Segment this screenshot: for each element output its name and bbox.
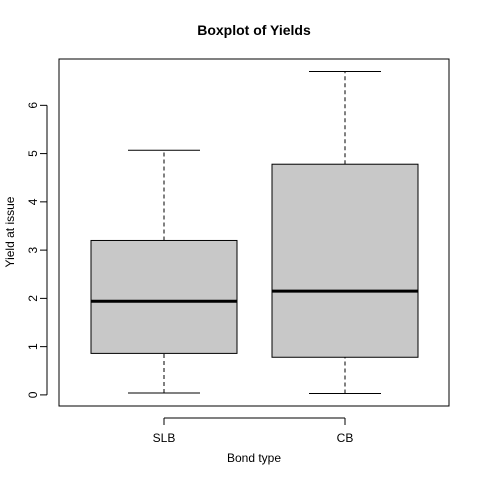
y-axis: 0 1 2 3 4 5 6 (26, 102, 48, 398)
boxes (90, 71, 419, 394)
y-tick-label-4: 4 (26, 198, 40, 205)
y-tick-label-3: 3 (26, 246, 40, 253)
box-cb (271, 71, 419, 394)
chart-title: Boxplot of Yields (197, 22, 311, 38)
y-tick-label-5: 5 (26, 150, 40, 157)
y-axis-label: Yield at issue (3, 196, 17, 267)
box-body-slb (90, 239, 238, 354)
y-tick-label-2: 2 (26, 295, 40, 302)
box-slb (90, 149, 238, 394)
x-axis: SLB CB (153, 417, 354, 445)
y-tick-label-1: 1 (26, 343, 40, 350)
box-body-cb (271, 163, 419, 358)
y-tick-label-6: 6 (26, 102, 40, 109)
plot-frame (58, 58, 450, 407)
y-tick-label-0: 0 (26, 391, 40, 398)
x-tick-label-SLB: SLB (153, 431, 176, 445)
x-axis-label: Bond type (227, 451, 281, 465)
x-tick-label-CB: CB (337, 431, 354, 445)
